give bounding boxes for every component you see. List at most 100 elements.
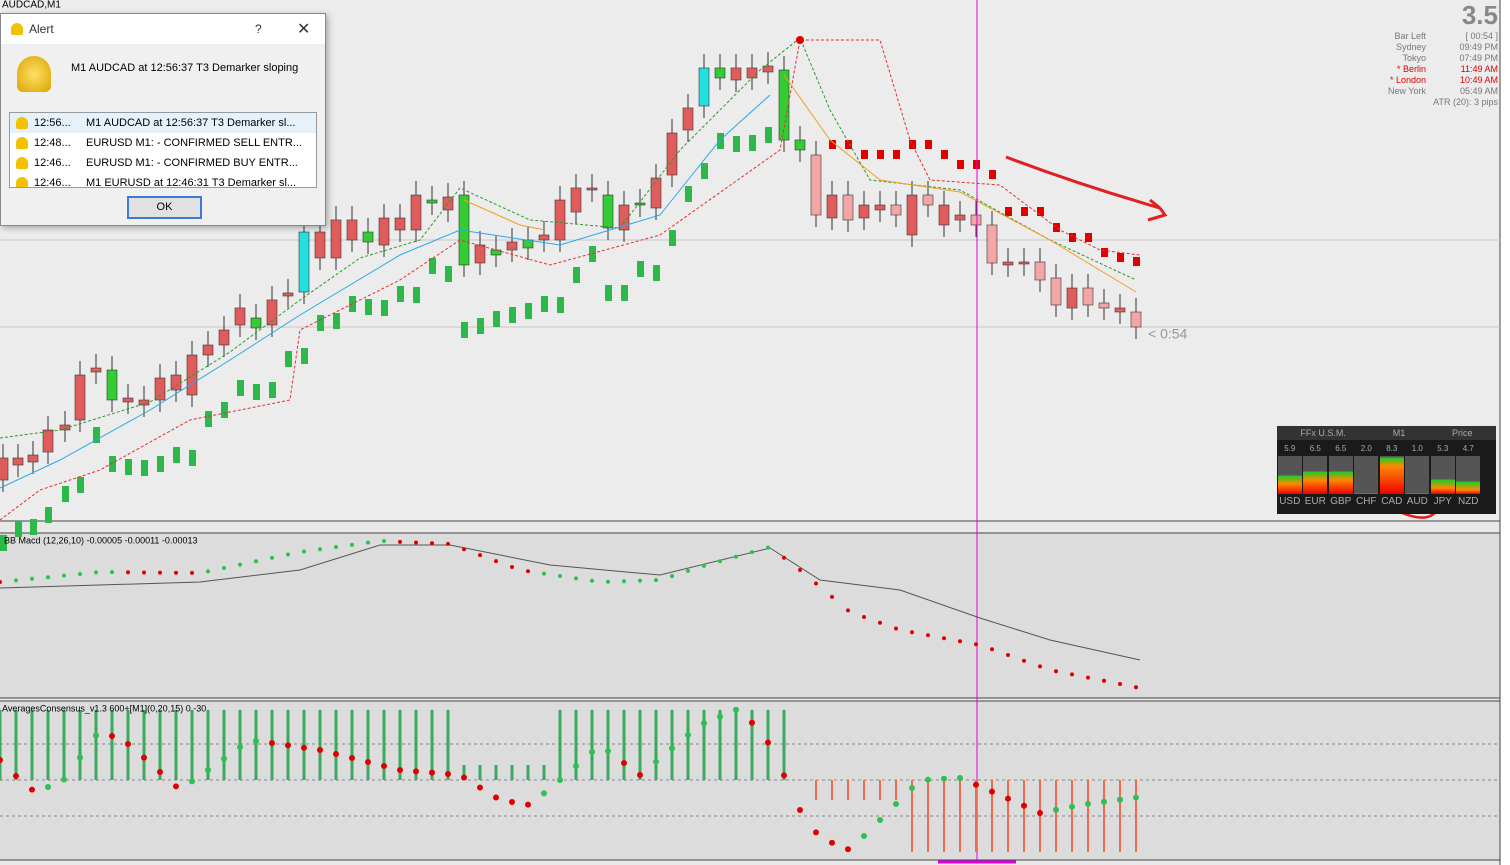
- ok-button[interactable]: OK: [127, 196, 202, 219]
- meter-bar: [1328, 456, 1353, 494]
- ma-line: [0, 94, 771, 489]
- consensus-dot: [365, 759, 371, 765]
- info-row: Sydney 09:49 PM: [1388, 42, 1498, 53]
- support-block: [461, 322, 468, 338]
- consensus-dot: [749, 719, 755, 726]
- alert-row[interactable]: 12:46... EURUSD M1: - CONFIRMED BUY ENTR.…: [10, 153, 316, 173]
- support-block: [637, 261, 644, 277]
- macd-dot: [254, 559, 258, 564]
- meter-value: 5.3: [1437, 444, 1449, 453]
- support-block: [317, 315, 324, 331]
- price-axis: [1500, 0, 1510, 865]
- meter-value: 5.9: [1284, 444, 1296, 453]
- support-block: [573, 267, 580, 283]
- support-block: [717, 133, 724, 149]
- resistance-block: [861, 150, 868, 159]
- support-block: [141, 460, 148, 476]
- meter-values: 5.9 6.5 6.5 2.0 8.3 1.0 5.3 4.7: [1277, 444, 1496, 453]
- resistance-block: [925, 140, 932, 149]
- candle: [90, 367, 102, 373]
- candle: [778, 69, 790, 141]
- macd-dot: [446, 541, 450, 546]
- consensus-dot: [397, 767, 403, 773]
- alert-row[interactable]: 12:56... M1 AUDCAD at 12:56:37 T3 Demarke…: [10, 113, 316, 133]
- candle: [234, 307, 246, 326]
- support-block: [93, 427, 100, 443]
- support-block: [77, 477, 84, 493]
- support-block: [365, 299, 372, 315]
- candle: [810, 154, 822, 216]
- support-block: [0, 535, 7, 551]
- consensus-dot: [269, 740, 275, 747]
- atr: ATR (20): 3 pips: [1433, 97, 1498, 107]
- macd-dot: [334, 545, 338, 550]
- candle: [474, 244, 486, 264]
- alert-row[interactable]: 12:48... EURUSD M1: - CONFIRMED SELL ENTR…: [10, 133, 316, 153]
- consensus-dot: [445, 771, 451, 777]
- consensus-dot: [141, 754, 147, 761]
- consensus-dot: [189, 778, 195, 785]
- consensus-dot: [1069, 803, 1075, 810]
- resistance-block: [893, 150, 900, 159]
- help-button[interactable]: ?: [255, 22, 262, 36]
- consensus-dot: [989, 788, 995, 795]
- macd-dot: [478, 553, 482, 558]
- consensus-dot: [637, 772, 643, 778]
- consensus-dot: [221, 755, 227, 762]
- consensus-dot: [285, 742, 291, 749]
- resistance-block: [1085, 233, 1092, 242]
- support-block: [429, 258, 436, 274]
- meter-header-cell: FFx U.S.M.: [1300, 428, 1346, 438]
- alert-row[interactable]: 12:46... M1 EURUSD at 12:46:31 T3 Demarke…: [10, 173, 316, 188]
- meter-value: 6.5: [1309, 444, 1321, 453]
- meter-bar: [1456, 456, 1481, 494]
- candle: [186, 354, 198, 396]
- candle: [586, 187, 598, 191]
- consensus-dot: [621, 760, 627, 766]
- candle: [922, 194, 934, 206]
- candle: [1002, 261, 1014, 266]
- candle: [250, 317, 262, 329]
- candle: [842, 194, 854, 221]
- alert-list[interactable]: 12:56... M1 AUDCAD at 12:56:37 T3 Demarke…: [9, 112, 317, 188]
- macd-dot: [350, 542, 354, 547]
- candle: [122, 397, 134, 403]
- consensus-dot: [429, 769, 435, 776]
- close-button[interactable]: ✕: [297, 21, 311, 38]
- consensus-dot: [77, 754, 83, 761]
- alert-text: M1 EURUSD at 12:46:31 T3 Demarker sl...: [86, 177, 297, 188]
- consensus-dot: [669, 745, 675, 752]
- macd-dot: [622, 579, 626, 584]
- candle: [1050, 277, 1062, 306]
- resistance-block: [1133, 257, 1140, 266]
- meter-header-cell: M1: [1392, 428, 1406, 438]
- consensus-dot: [1053, 806, 1059, 813]
- candle: [27, 454, 39, 463]
- candle: [106, 369, 118, 401]
- macd-dot: [1006, 653, 1010, 657]
- consensus-dot: [909, 785, 915, 791]
- macd-dot: [750, 550, 754, 555]
- support-block: [15, 521, 22, 537]
- consensus-dot: [781, 772, 787, 779]
- meter-bar: [1405, 456, 1430, 494]
- candle: [1018, 261, 1030, 265]
- support-block: [173, 447, 180, 463]
- meter-currency: GBP: [1330, 496, 1352, 507]
- macd-dot: [1086, 675, 1090, 680]
- consensus-dot: [205, 767, 211, 773]
- candle: [506, 241, 518, 251]
- candle: [890, 204, 902, 216]
- macd-dot: [222, 565, 226, 570]
- meter-header-cell: Price: [1452, 428, 1473, 438]
- macd-dot: [270, 555, 274, 560]
- macd-dot: [526, 569, 530, 574]
- macd-dot: [110, 570, 114, 575]
- meter-bar: [1379, 456, 1404, 494]
- consensus-dot: [509, 799, 515, 805]
- meter-bars: [1277, 456, 1496, 494]
- macd-dot: [1070, 672, 1074, 677]
- consensus-dot: [13, 773, 19, 779]
- resistance-block: [957, 160, 964, 169]
- macd-dot: [382, 539, 386, 544]
